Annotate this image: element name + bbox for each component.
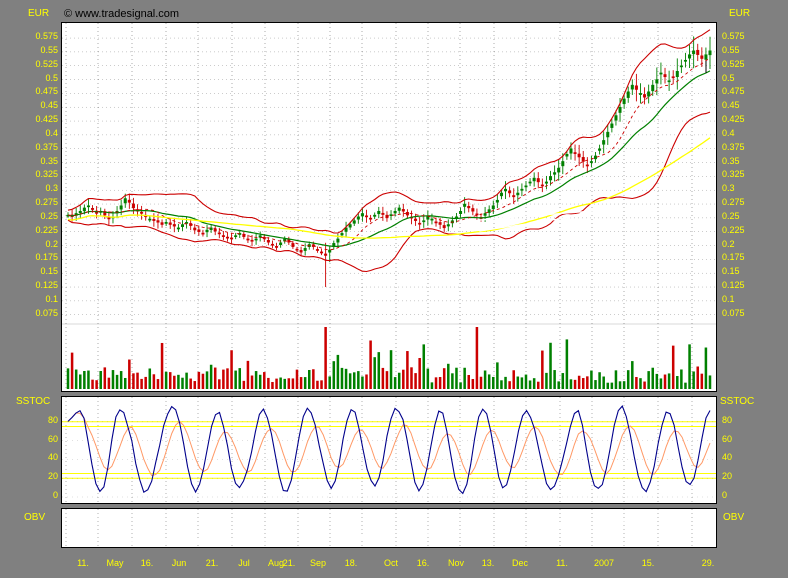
y-tick-left: 0.575: [35, 31, 58, 42]
price-chart-svg: [62, 23, 716, 391]
y-tick-right: 0.325: [722, 169, 745, 180]
y-tick-left: 0.15: [40, 266, 58, 277]
x-tick-label: Dec: [511, 558, 528, 568]
obv-chart-svg: [65, 509, 711, 547]
y-tick-left: 0.175: [35, 252, 58, 263]
x-tick-label: 29.: [701, 558, 715, 568]
sstoc-tick-left: 20: [47, 471, 58, 482]
sstoc-tick-left: 40: [47, 452, 58, 463]
sstoc-tick-right: 60: [722, 433, 733, 444]
x-axis: 11. May 16. Jun 21. Jul Aug 21. Sep 18. Oct 16. Nov 1…: [0, 548, 788, 578]
x-tick-label: Jun: [171, 558, 187, 568]
y-tick-right: 0.125: [722, 280, 745, 291]
y-tick-right: 0.275: [722, 197, 745, 208]
obv-label-left: OBV: [24, 512, 46, 523]
y-tick-left: 0.375: [35, 141, 58, 152]
x-tick-label: 2007: [593, 558, 615, 568]
x-tick-label: 21.: [282, 558, 296, 568]
y-tick-right: 0.175: [722, 252, 745, 263]
y-tick-right: 0.425: [722, 114, 745, 125]
sstoc-label-right: SSTOC: [720, 396, 755, 407]
y-tick-right: 0.4: [722, 127, 735, 138]
x-tick-label: 11.: [77, 558, 89, 568]
sstoc-chart-svg: [62, 397, 716, 503]
y-tick-right: 0.225: [722, 224, 745, 235]
y-tick-left: 0.125: [35, 280, 58, 291]
price-panel: [61, 22, 717, 392]
x-tick-label: Nov: [447, 558, 464, 568]
y-tick-left: 0.4: [45, 127, 58, 138]
x-tick-label: Sep: [309, 558, 326, 568]
y-tick-left: 0.35: [40, 155, 58, 166]
x-tick-label: May: [106, 558, 124, 568]
y-tick-right: 0.525: [722, 58, 745, 69]
x-tick-label: Aug: [267, 558, 284, 568]
x-tick-label: 21.: [205, 558, 219, 568]
y-tick-right: 0.075: [722, 307, 745, 318]
y-tick-left: 0.25: [40, 210, 58, 221]
x-tick-label: 11.: [556, 558, 568, 568]
sstoc-tick-right: 80: [722, 414, 733, 425]
sstoc-label-left: SSTOC: [16, 396, 51, 407]
y-tick-right: 0.475: [722, 86, 745, 97]
y-tick-left: 0.45: [40, 100, 58, 111]
y-tick-left: 0.1: [45, 293, 58, 304]
x-tick-label: Jul: [238, 558, 250, 568]
obv-label-right: OBV: [723, 512, 745, 523]
y-tick-right: 0.55: [722, 44, 740, 55]
y-tick-right: 0.375: [722, 141, 745, 152]
sstoc-tick-right: 20: [722, 471, 733, 482]
y-tick-right: 0.5: [722, 72, 735, 83]
sstoc-tick-right: 0: [722, 490, 728, 500]
y-tick-left: 0.325: [35, 169, 58, 180]
x-tick-label: 16.: [416, 558, 430, 568]
y-tick-left: 0.225: [35, 224, 58, 235]
x-tick-label: 13.: [481, 558, 495, 568]
y-tick-left: 0.475: [35, 86, 58, 97]
x-tick-label: 16.: [140, 558, 154, 568]
y-tick-left: 0.5: [45, 72, 58, 83]
sstoc-tick-left: 80: [47, 414, 58, 425]
x-tick-label: Oct: [383, 558, 398, 568]
y-tick-right: 0.2: [722, 238, 735, 249]
watermark-text: © www.tradesignal.com: [64, 8, 180, 20]
y-tick-left: 0.525: [35, 58, 58, 69]
sstoc-tick-right: 40: [722, 452, 733, 463]
y-tick-right: 0.25: [722, 210, 740, 221]
y-tick-left: 0.3: [45, 183, 58, 194]
y-tick-left: 0.2: [45, 238, 58, 249]
y-tick-left: 0.275: [35, 197, 58, 208]
y-tick-right: 0.15: [722, 266, 740, 277]
obv-panel: [61, 508, 717, 548]
price-axis-label-right: EUR: [729, 8, 751, 19]
price-axis-label-left: EUR: [28, 8, 50, 19]
y-tick-left: 0.55: [40, 44, 58, 55]
x-tick-label: 18.: [344, 558, 358, 568]
y-tick-right: 0.35: [722, 155, 740, 166]
y-tick-right: 0.45: [722, 100, 740, 111]
sstoc-tick-left: 0: [52, 490, 58, 500]
y-tick-left: 0.075: [35, 307, 58, 318]
x-tick-label: 15.: [641, 558, 655, 568]
sstoc-tick-left: 60: [47, 433, 58, 444]
y-tick-right: 0.575: [722, 31, 745, 42]
y-tick-left: 0.425: [35, 114, 58, 125]
y-tick-right: 0.3: [722, 183, 735, 194]
y-tick-right: 0.1: [722, 293, 735, 304]
sstoc-panel: [61, 396, 717, 504]
